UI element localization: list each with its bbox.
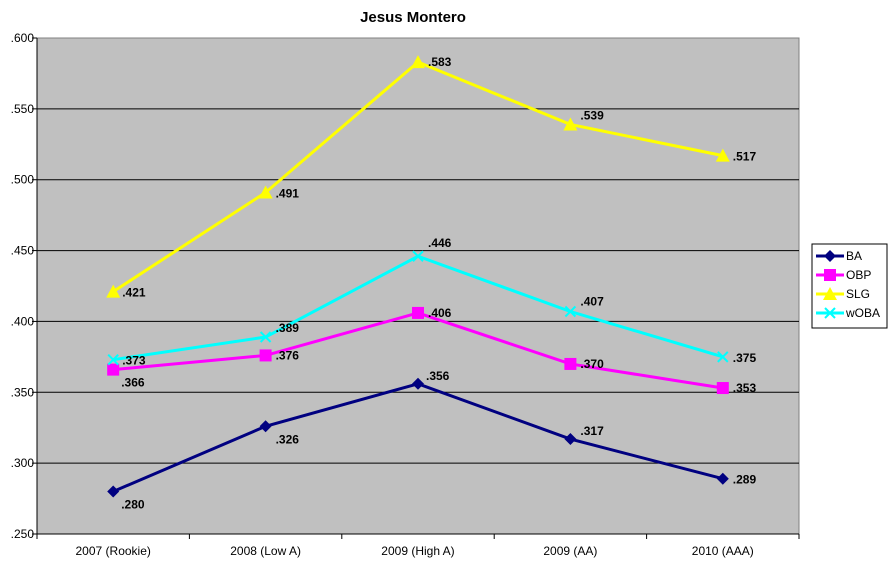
data-point	[715, 148, 730, 162]
data-label: .366	[121, 376, 145, 390]
legend-entry-slg: SLG	[816, 287, 870, 301]
legend-label: OBP	[846, 268, 871, 282]
data-label: .280	[121, 497, 145, 511]
data-point	[259, 420, 272, 433]
y-axis: .250 .300 .350 .400 .450 .500 .550 .600	[11, 31, 38, 541]
data-point	[716, 472, 729, 485]
y-tick-label: .500	[11, 173, 35, 187]
chart-title: Jesus Montero	[360, 9, 466, 26]
data-point	[107, 363, 120, 376]
data-label: .406	[428, 306, 452, 320]
y-tick-label: .600	[11, 31, 35, 45]
legend-box	[811, 243, 888, 329]
x-tick-label: 2009 (AA)	[543, 544, 597, 558]
data-label: .353	[733, 381, 757, 395]
data-label: .375	[733, 351, 757, 365]
series-layer	[106, 55, 730, 498]
data-label: .373	[122, 354, 146, 368]
x-axis: 2007 (Rookie) 2008 (Low A) 2009 (High A) 20…	[36, 533, 800, 558]
data-point	[824, 250, 836, 262]
data-label: .583	[428, 55, 452, 69]
data-point	[823, 287, 837, 300]
plot-area	[36, 37, 800, 535]
data-label: .517	[733, 150, 757, 164]
data-label: .389	[276, 321, 300, 335]
series-obp	[107, 306, 729, 395]
legend-entry-woba: wOBA	[816, 306, 880, 320]
data-label: .446	[428, 236, 452, 250]
y-tick-label: .550	[11, 102, 35, 116]
legend-entry-obp: OBP	[816, 268, 871, 282]
data-point	[824, 269, 836, 281]
gridlines	[37, 108, 799, 464]
data-point	[412, 377, 424, 390]
data-point	[824, 307, 836, 319]
data-point	[717, 351, 729, 363]
data-point	[412, 306, 424, 319]
data-point	[564, 305, 577, 318]
legend-label: SLG	[846, 287, 870, 301]
y-tick-label: .300	[11, 456, 35, 470]
data-point	[563, 117, 578, 131]
data-label: .376	[276, 348, 300, 362]
data-label: .421	[122, 286, 146, 300]
legend-label: BA	[846, 249, 862, 263]
data-label: .326	[276, 432, 300, 446]
data-label: .407	[580, 295, 604, 309]
x-tick-label: 2009 (High A)	[381, 544, 454, 558]
y-tick-label: .250	[11, 527, 35, 541]
data-label: .491	[276, 186, 300, 200]
data-label: .289	[733, 473, 757, 487]
data-point	[259, 331, 272, 343]
data-point	[411, 55, 425, 69]
series-woba	[107, 250, 729, 366]
data-labels: .280 .326 .356 .317 .289 .366 .376 .406 .370 .353…	[121, 55, 756, 511]
data-point	[564, 433, 577, 446]
data-label: .317	[580, 424, 604, 438]
data-point	[107, 485, 120, 498]
x-tick-label: 2010 (AAA)	[692, 544, 754, 558]
data-point	[412, 250, 424, 262]
y-tick-label: .350	[11, 385, 35, 399]
y-tick-label: .400	[11, 314, 35, 328]
data-point	[716, 382, 729, 395]
data-label: .539	[580, 108, 604, 122]
legend: BA OBP SLG wOBA	[811, 243, 888, 329]
data-point	[258, 185, 273, 199]
data-label: .370	[580, 357, 604, 371]
data-label: .356	[426, 369, 450, 383]
x-tick-label: 2008 (Low A)	[230, 544, 301, 558]
data-point	[107, 353, 119, 366]
data-point	[564, 357, 577, 370]
series-ba	[107, 377, 729, 498]
data-point	[106, 284, 121, 298]
series-slg	[106, 55, 730, 298]
x-tick-label: 2007 (Rookie)	[76, 544, 151, 558]
legend-entry-ba: BA	[816, 249, 862, 263]
y-tick-label: .450	[11, 244, 35, 258]
legend-label: wOBA	[845, 306, 880, 320]
data-point	[259, 349, 272, 362]
